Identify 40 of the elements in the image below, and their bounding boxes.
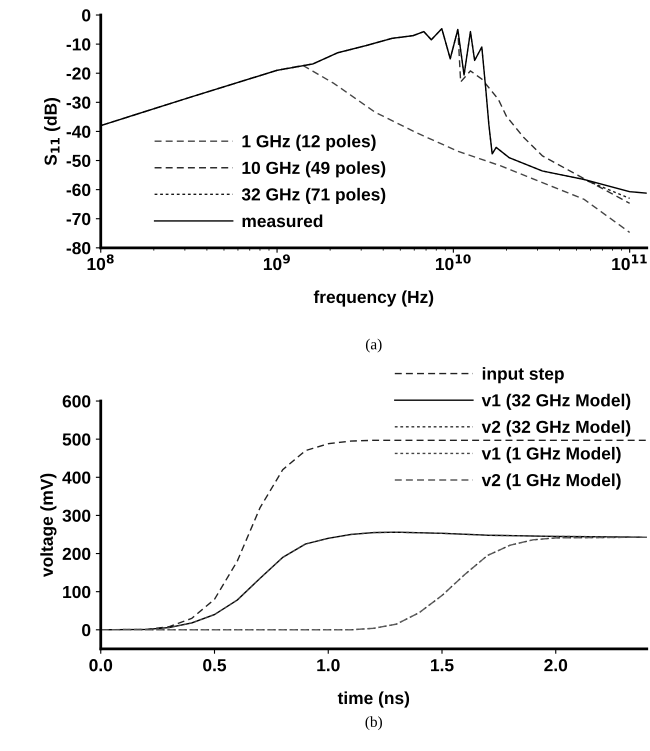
text: (b) — [366, 716, 382, 730]
legend-label: measured — [242, 214, 322, 228]
legend-label: 10 GHz (49 poles) — [242, 161, 386, 178]
y-tick-label: 100 — [63, 586, 90, 598]
x-tick-label: 10$^{9}$ — [264, 254, 290, 270]
legend-label: v1 (32 GHz Model) — [482, 394, 630, 410]
y-axis-title: voltage (mV) — [40, 474, 57, 577]
x-tick-label: 10$^{8}$ — [88, 254, 114, 270]
y-tick-label: 400 — [62, 471, 90, 484]
legend-label: v2 (32 GHz Model) — [482, 420, 630, 436]
y-tick-label: 200 — [62, 548, 90, 560]
y-tick-label: -10 — [66, 38, 90, 51]
y-tick-label: 0 — [82, 624, 90, 636]
legend-label: v2 (1 GHz Model) — [482, 473, 621, 490]
legend-label: 1 GHz (12 poles) — [242, 134, 376, 151]
x-tick-label: 2.0 — [544, 659, 568, 672]
y-tick-label: -70 — [66, 212, 90, 226]
y-tick-label: -60 — [66, 184, 90, 196]
y-tick-label: 0 — [82, 9, 90, 22]
y-tick-label: -30 — [66, 96, 90, 109]
y-tick-label: 300 — [62, 510, 90, 522]
x-tick-label: 0.0 — [89, 659, 112, 672]
x-tick-label: 0.5 — [203, 659, 226, 672]
x-tick-label: 1.0 — [317, 659, 340, 672]
x-tick-label: 1.5 — [431, 659, 454, 672]
text: (a) — [366, 338, 382, 353]
y-tick-label: 600 — [62, 395, 90, 408]
y-tick-label: -80 — [66, 242, 90, 254]
x-axis-title: frequency (Hz) — [314, 290, 434, 307]
legend-label: input step — [482, 367, 564, 384]
legend-label: 32 GHz (71 poles) — [242, 188, 386, 204]
y-tick-label: -40 — [66, 126, 90, 138]
x-axis-title: time (ns) — [338, 691, 410, 708]
y-axis-title: S$_{11}$ (dB) — [44, 98, 60, 166]
x-tick-label: 10$^{10}$ — [436, 254, 471, 270]
y-tick-label: -50 — [66, 154, 90, 167]
y-tick-label: -20 — [66, 67, 90, 80]
y-tick-label: 500 — [62, 433, 90, 446]
x-tick-label: 10$^{11}$ — [612, 254, 647, 270]
legend-label: v1 (1 GHz Model) — [482, 446, 621, 464]
